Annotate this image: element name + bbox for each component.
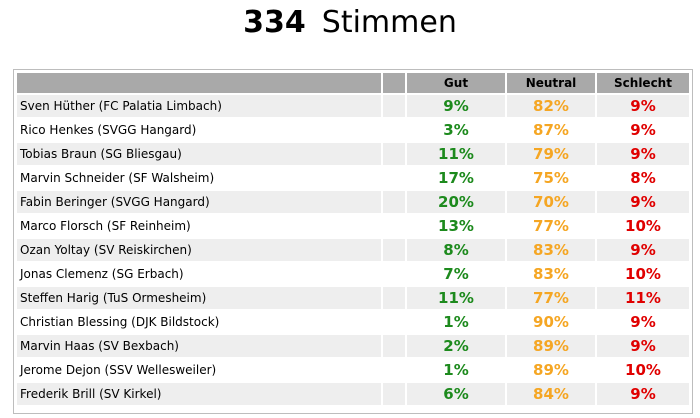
- schlecht-percent: 9%: [597, 141, 689, 165]
- schlecht-percent: 10%: [597, 213, 689, 237]
- results-panel: Gut Neutral Schlecht Sven Hüther (FC Pal…: [13, 69, 693, 414]
- gut-percent: 20%: [407, 189, 507, 213]
- table-row: Rico Henkes (SVGG Hangard) 3% 87% 9%: [17, 117, 689, 141]
- player-name: Jerome Dejon (SSV Wellesweiler): [17, 357, 383, 381]
- player-name: Christian Blessing (DJK Bildstock): [17, 309, 383, 333]
- schlecht-percent: 9%: [597, 189, 689, 213]
- column-header-schlecht: Schlecht: [597, 73, 689, 93]
- vote-count-header: 334 Stimmen: [0, 4, 700, 42]
- column-header-neutral: Neutral: [507, 73, 597, 93]
- spacer-cell: [383, 333, 407, 357]
- schlecht-percent: 8%: [597, 165, 689, 189]
- player-name: Marvin Schneider (SF Walsheim): [17, 165, 383, 189]
- gut-percent: 6%: [407, 381, 507, 405]
- gut-percent: 11%: [407, 285, 507, 309]
- table-row: Jonas Clemenz (SG Erbach) 7% 83% 10%: [17, 261, 689, 285]
- table-row: Marvin Haas (SV Bexbach) 2% 89% 9%: [17, 333, 689, 357]
- player-name: Ozan Yoltay (SV Reiskirchen): [17, 237, 383, 261]
- schlecht-percent: 11%: [597, 285, 689, 309]
- schlecht-percent: 9%: [597, 309, 689, 333]
- neutral-percent: 89%: [507, 357, 597, 381]
- gut-percent: 1%: [407, 309, 507, 333]
- table-row: Tobias Braun (SG Bliesgau) 11% 79% 9%: [17, 141, 689, 165]
- neutral-percent: 77%: [507, 213, 597, 237]
- neutral-percent: 70%: [507, 189, 597, 213]
- table-body: Sven Hüther (FC Palatia Limbach) 9% 82% 9% R…: [17, 93, 689, 405]
- neutral-percent: 83%: [507, 237, 597, 261]
- spacer-cell: [383, 381, 407, 405]
- gut-percent: 7%: [407, 261, 507, 285]
- spacer-cell: [383, 165, 407, 189]
- column-header-gut: Gut: [407, 73, 507, 93]
- column-header-name: [17, 73, 383, 93]
- neutral-percent: 83%: [507, 261, 597, 285]
- gut-percent: 8%: [407, 237, 507, 261]
- gut-percent: 1%: [407, 357, 507, 381]
- vote-count-label: Stimmen: [321, 5, 457, 40]
- neutral-percent: 75%: [507, 165, 597, 189]
- gut-percent: 2%: [407, 333, 507, 357]
- table-row: Marco Florsch (SF Reinheim) 13% 77% 10%: [17, 213, 689, 237]
- neutral-percent: 77%: [507, 285, 597, 309]
- gut-percent: 17%: [407, 165, 507, 189]
- spacer-cell: [383, 357, 407, 381]
- player-name: Steffen Harig (TuS Ormesheim): [17, 285, 383, 309]
- neutral-percent: 87%: [507, 117, 597, 141]
- spacer-cell: [383, 117, 407, 141]
- table-row: Jerome Dejon (SSV Wellesweiler) 1% 89% 10%: [17, 357, 689, 381]
- gut-percent: 11%: [407, 141, 507, 165]
- schlecht-percent: 9%: [597, 237, 689, 261]
- player-name: Rico Henkes (SVGG Hangard): [17, 117, 383, 141]
- spacer-cell: [383, 189, 407, 213]
- schlecht-percent: 10%: [597, 261, 689, 285]
- player-name: Sven Hüther (FC Palatia Limbach): [17, 93, 383, 117]
- gut-percent: 3%: [407, 117, 507, 141]
- spacer-cell: [383, 213, 407, 237]
- neutral-percent: 79%: [507, 141, 597, 165]
- player-name: Frederik Brill (SV Kirkel): [17, 381, 383, 405]
- gut-percent: 13%: [407, 213, 507, 237]
- player-name: Marvin Haas (SV Bexbach): [17, 333, 383, 357]
- table-row: Marvin Schneider (SF Walsheim) 17% 75% 8%: [17, 165, 689, 189]
- table-row: Steffen Harig (TuS Ormesheim) 11% 77% 11%: [17, 285, 689, 309]
- neutral-percent: 82%: [507, 93, 597, 117]
- vote-count: 334: [243, 5, 306, 40]
- spacer-cell: [383, 141, 407, 165]
- schlecht-percent: 9%: [597, 117, 689, 141]
- player-name: Fabin Beringer (SVGG Hangard): [17, 189, 383, 213]
- spacer-cell: [383, 237, 407, 261]
- table-row: Christian Blessing (DJK Bildstock) 1% 90% 9…: [17, 309, 689, 333]
- neutral-percent: 90%: [507, 309, 597, 333]
- player-name: Marco Florsch (SF Reinheim): [17, 213, 383, 237]
- results-table: Gut Neutral Schlecht Sven Hüther (FC Pal…: [17, 73, 689, 405]
- spacer-cell: [383, 285, 407, 309]
- table-row: Sven Hüther (FC Palatia Limbach) 9% 82% 9%: [17, 93, 689, 117]
- schlecht-percent: 9%: [597, 333, 689, 357]
- schlecht-percent: 9%: [597, 93, 689, 117]
- column-header-spacer: [383, 73, 407, 93]
- spacer-cell: [383, 309, 407, 333]
- spacer-cell: [383, 93, 407, 117]
- table-row: Fabin Beringer (SVGG Hangard) 20% 70% 9%: [17, 189, 689, 213]
- table-header-row: Gut Neutral Schlecht: [17, 73, 689, 93]
- schlecht-percent: 10%: [597, 357, 689, 381]
- schlecht-percent: 9%: [597, 381, 689, 405]
- gut-percent: 9%: [407, 93, 507, 117]
- neutral-percent: 84%: [507, 381, 597, 405]
- spacer-cell: [383, 261, 407, 285]
- table-row: Frederik Brill (SV Kirkel) 6% 84% 9%: [17, 381, 689, 405]
- player-name: Jonas Clemenz (SG Erbach): [17, 261, 383, 285]
- player-name: Tobias Braun (SG Bliesgau): [17, 141, 383, 165]
- table-row: Ozan Yoltay (SV Reiskirchen) 8% 83% 9%: [17, 237, 689, 261]
- neutral-percent: 89%: [507, 333, 597, 357]
